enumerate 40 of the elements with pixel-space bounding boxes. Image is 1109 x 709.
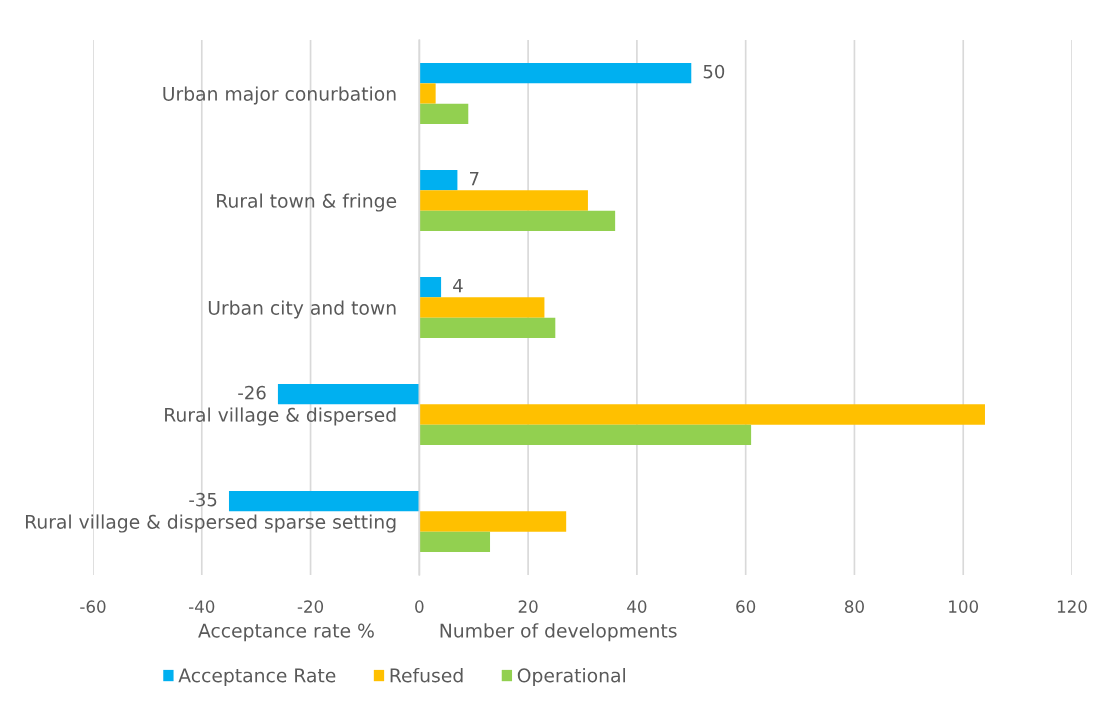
legend-label: Refused [390,667,463,683]
x-tick-label: 120 [1057,600,1087,613]
y-tick-label: Rural village & dispersed sparse setting [25,514,396,533]
x-tick-label: 40 [627,600,647,613]
bar [419,317,556,338]
bar [419,83,436,104]
bar [419,103,469,124]
x-tick-label: 0 [415,600,424,613]
y-tick-label: Urban major conurbation [163,86,396,105]
bar [277,384,420,405]
text: Number of developments [440,623,677,642]
x-tick-label: 60 [736,600,756,613]
data-label: 50 [703,64,725,79]
bar [419,210,616,231]
y-tick-label: Rural town & fringe [217,193,397,212]
bar [419,404,985,425]
data-label: -26 [238,385,266,400]
x-tick-label: -60 [80,600,106,613]
legend-label: Acceptance Rate [178,668,336,687]
bar [419,297,545,318]
bar [419,63,692,84]
bar [419,190,588,211]
bar [419,424,752,445]
x-tick-label: 80 [844,600,864,613]
x-tick-label: -40 [188,600,215,613]
bar [419,531,491,552]
y-tick-label: Rural village & dispersed [165,407,396,426]
x-tick-label: 20 [518,600,538,613]
x-tick-label: 100 [949,600,979,613]
legend-label: Operational [517,667,625,687]
text: Acceptance rate % [198,623,374,642]
y-tick-label: Urban city and town [208,300,396,319]
data-label: 7 [470,171,479,186]
bar [419,170,458,191]
x-tick-label: -20 [297,600,324,613]
bar [228,491,420,512]
data-label: -35 [189,492,217,507]
bar [419,277,442,298]
bar [419,511,567,532]
data-label: 4 [453,278,463,293]
